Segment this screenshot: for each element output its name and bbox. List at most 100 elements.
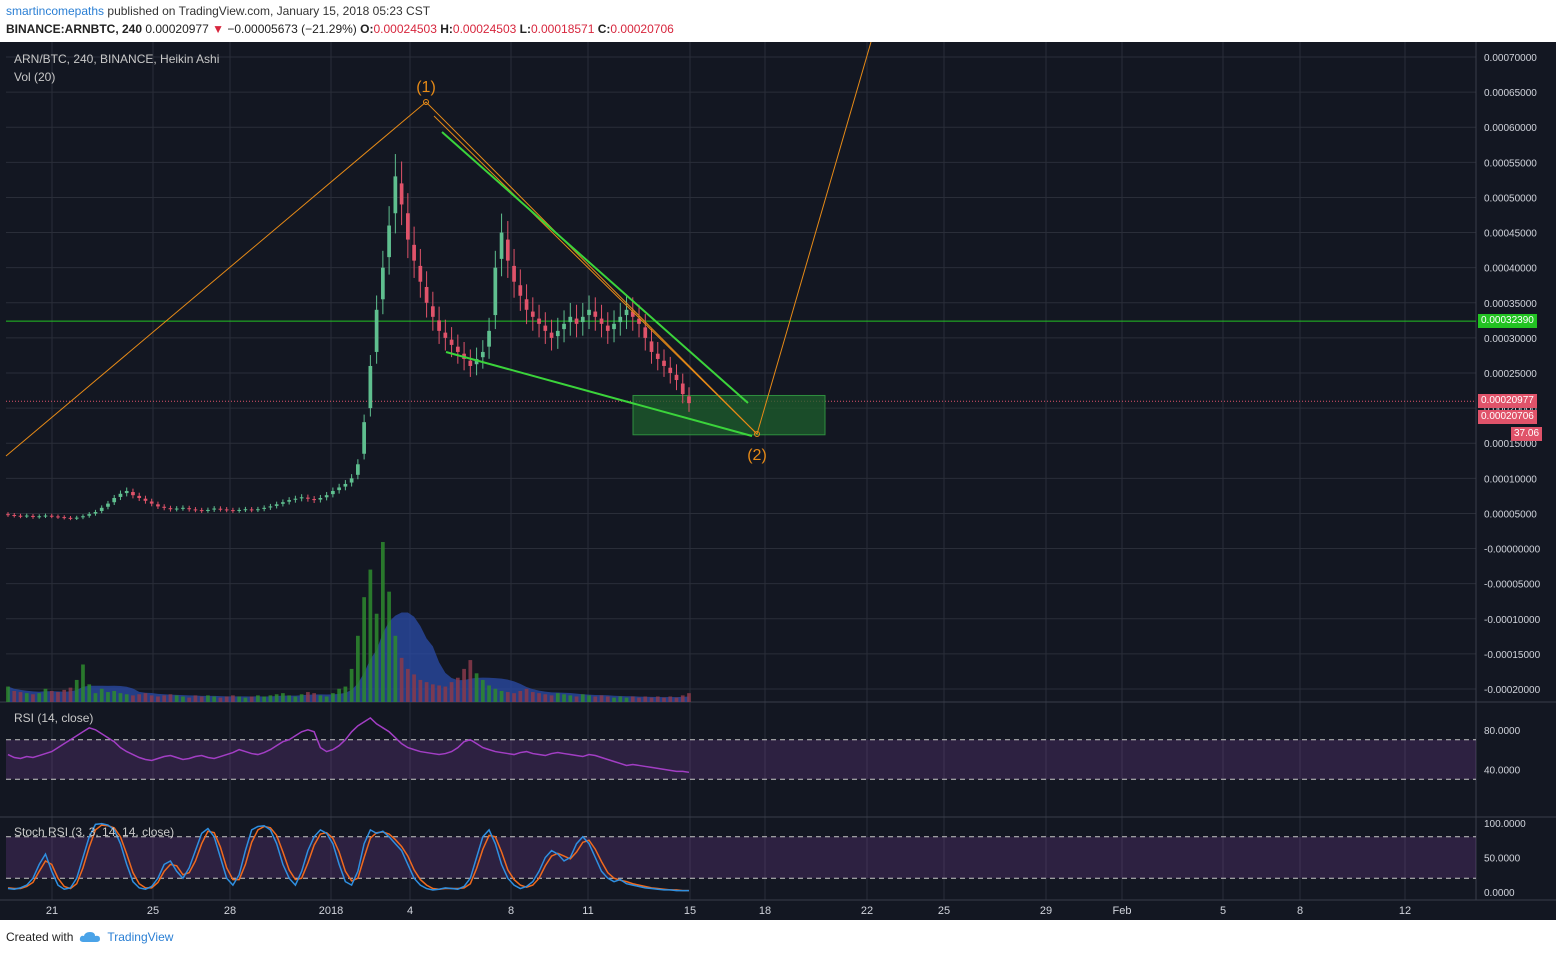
volume-bar	[474, 673, 479, 702]
price-tick-label: -0.00010000	[1484, 615, 1541, 626]
rsi-band	[6, 739, 1476, 780]
candle-body	[12, 515, 17, 517]
volume-bar	[231, 695, 235, 702]
author-link[interactable]: smartincomepaths	[6, 4, 105, 18]
candle-body	[549, 332, 554, 338]
volume-bar	[593, 696, 598, 702]
volume-bars	[6, 542, 691, 702]
volume-bar	[149, 695, 154, 702]
volume-bar	[106, 692, 110, 702]
candle-body	[555, 330, 560, 337]
candle-body	[612, 323, 616, 330]
candle-body	[518, 285, 523, 296]
candle-body	[474, 358, 479, 365]
candle-body	[168, 508, 173, 510]
volume-bar	[49, 690, 54, 702]
time-tick-label: 18	[759, 905, 771, 917]
volume-bar	[174, 695, 179, 702]
volume-bar	[674, 697, 679, 702]
volume-bar	[243, 697, 248, 702]
volume-bar	[662, 697, 666, 702]
candle-body	[362, 422, 366, 454]
volume-bar	[124, 694, 129, 702]
volume-bar	[349, 668, 354, 702]
price-tick-label: -0.00020000	[1484, 685, 1541, 696]
rsi-tick-label: 40.0000	[1484, 765, 1521, 776]
candle-body	[231, 510, 235, 512]
volume-bar	[62, 689, 67, 702]
volume-bar	[624, 697, 629, 702]
candle-body	[337, 487, 341, 491]
symbol-line: BINANCE:ARNBTC, 240	[6, 22, 143, 36]
change-text: −0.00005673 (−21.29%)	[227, 22, 357, 36]
volume-bar	[405, 668, 410, 702]
volume-bar	[393, 635, 398, 702]
volume-bar	[412, 674, 416, 702]
volume-bar	[287, 695, 292, 702]
price-tick-label: 0.00065000	[1484, 88, 1537, 99]
time-tick-label: 8	[508, 905, 514, 917]
candle-body	[599, 318, 604, 324]
volume-bar	[374, 613, 379, 702]
volume-bar	[24, 693, 29, 702]
chart-canvas[interactable]: (1) (2) 0.00070000 0.00065000 0.00060000 0.00…	[0, 42, 1556, 920]
candle-body	[118, 493, 123, 497]
volume-bar	[212, 696, 217, 702]
volume-bar	[387, 591, 391, 702]
candle-body	[256, 509, 260, 511]
created-with-text: Created with	[6, 930, 74, 944]
candle-body	[81, 516, 85, 518]
candle-body	[424, 286, 429, 303]
candle-body	[543, 325, 548, 331]
time-tick-label: 15	[684, 905, 696, 917]
volume-bar	[443, 686, 448, 702]
candle-body	[674, 374, 679, 381]
volume-bar	[299, 694, 304, 702]
candle-body	[24, 515, 29, 517]
candle-body	[43, 515, 48, 517]
candle-body	[37, 516, 42, 518]
candle-body	[143, 498, 148, 501]
candle-body	[668, 367, 673, 373]
rsi-line	[7, 716, 690, 774]
tradingview-brand-link[interactable]: TradingView	[107, 930, 174, 944]
volume-bar	[649, 697, 654, 702]
stoch-tick-label: 100.0000	[1484, 819, 1526, 830]
volume-bar	[455, 677, 460, 702]
volume-pane-title: Vol (20)	[14, 70, 56, 84]
volume-bar	[324, 696, 329, 702]
volume-bar	[56, 692, 60, 702]
price-tick-label: 0.00055000	[1484, 158, 1537, 169]
candle-body	[6, 514, 10, 516]
volume-bar	[168, 694, 173, 702]
volume-bar	[137, 694, 142, 702]
volume-bar	[530, 692, 535, 702]
volume-bar	[74, 679, 79, 702]
time-tick-label: 5	[1220, 905, 1226, 917]
volume-bar	[112, 690, 117, 702]
candle-body	[374, 309, 379, 352]
chart-area[interactable]: (1) (2) 0.00070000 0.00065000 0.00060000 0.00…	[0, 42, 1556, 920]
candle-body	[112, 497, 117, 503]
price-tick-label: 0.00050000	[1484, 193, 1537, 204]
target-zone-box	[632, 394, 826, 436]
volume-bar	[468, 660, 473, 702]
candle-body	[249, 509, 254, 511]
candle-body	[593, 311, 598, 317]
volume-bar	[281, 693, 285, 702]
candle-body	[181, 507, 185, 509]
candle-body	[537, 318, 541, 324]
volume-bar	[587, 695, 591, 702]
volume-bar	[424, 682, 429, 702]
candle-body	[637, 318, 641, 324]
candle-body	[368, 365, 373, 409]
candle-body	[193, 509, 198, 511]
volume-bar	[199, 696, 204, 702]
volume-bar	[687, 693, 691, 702]
stoch-d-line	[7, 824, 689, 892]
close-label: C:	[597, 22, 611, 36]
time-tick-label: 28	[224, 905, 236, 917]
volume-bar	[437, 685, 441, 702]
volume-bar	[605, 696, 610, 702]
publish-header: smartincomepaths published on TradingVie…	[6, 4, 430, 18]
